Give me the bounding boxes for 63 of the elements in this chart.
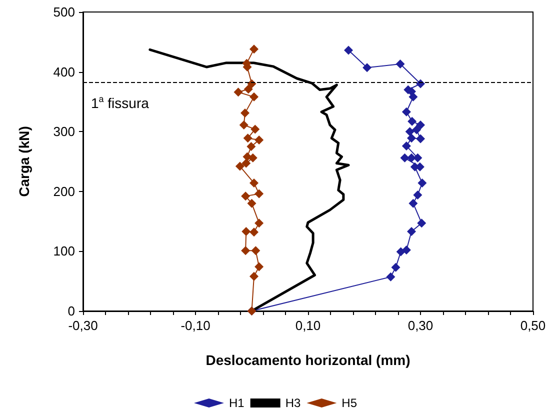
point: [241, 192, 250, 201]
point: [402, 141, 411, 150]
point: [251, 246, 260, 256]
point: [240, 108, 250, 118]
y-tick-label: 400: [53, 64, 75, 80]
point: [241, 246, 250, 256]
point: [254, 189, 264, 198]
point: [235, 162, 244, 171]
point: [408, 198, 418, 208]
point: [246, 142, 256, 152]
point: [362, 63, 372, 72]
point: [418, 178, 427, 188]
y-axis-title: Carga (kN): [16, 126, 32, 197]
point: [242, 226, 251, 236]
point: [242, 152, 252, 162]
y-tick-label: 300: [53, 124, 75, 140]
y-tick-label: 500: [53, 4, 75, 20]
point: [242, 158, 251, 168]
point: [391, 262, 400, 272]
point: [408, 116, 417, 126]
point: [243, 134, 252, 143]
point: [254, 262, 264, 272]
point: [402, 246, 411, 255]
legend-label: H1: [228, 396, 245, 410]
x-axis-title: Deslocamento horizontal (mm): [206, 352, 410, 368]
point: [250, 124, 260, 134]
point: [239, 120, 248, 130]
point: [402, 107, 411, 116]
point: [250, 272, 258, 281]
point: [386, 272, 396, 282]
point: [413, 190, 422, 200]
point: [254, 135, 264, 144]
point: [254, 218, 264, 228]
x-tick-label: 0,30: [408, 318, 434, 333]
y-tick-label: 200: [53, 184, 75, 199]
point: [344, 46, 353, 55]
y-tick-label: 100: [53, 244, 75, 259]
point: [400, 153, 410, 162]
point: [396, 60, 405, 69]
point: [405, 127, 414, 136]
point: [407, 226, 416, 236]
point: [250, 178, 258, 188]
x-tick-label: 0,50: [520, 318, 546, 333]
point: [412, 125, 422, 134]
y-tick-label: 0: [68, 304, 75, 318]
x-tick-label: -0,30: [68, 318, 98, 333]
x-tick-label: -0,10: [180, 318, 210, 333]
legend-label: H5: [342, 396, 358, 410]
point: [247, 79, 256, 88]
point: [416, 79, 425, 88]
legend-label: H3: [285, 396, 301, 410]
point: [416, 120, 425, 130]
point: [250, 92, 258, 102]
point: [416, 134, 425, 144]
point: [244, 84, 253, 94]
point: [234, 88, 243, 97]
point: [407, 134, 416, 143]
point: [250, 44, 258, 54]
point: [247, 198, 256, 208]
point: [250, 228, 258, 237]
point: [407, 153, 416, 162]
x-tick-label: 0,10: [295, 318, 321, 333]
point: [417, 218, 426, 228]
